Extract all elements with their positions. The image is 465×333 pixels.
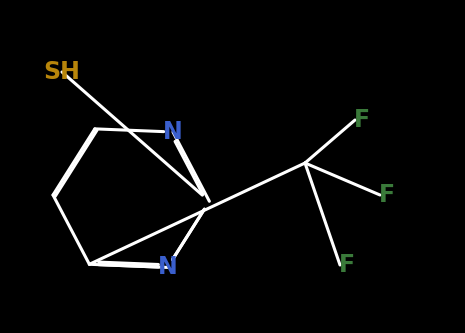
Text: N: N: [163, 120, 183, 144]
Text: F: F: [354, 108, 370, 132]
Text: F: F: [379, 183, 395, 207]
Text: F: F: [339, 253, 355, 277]
Text: SH: SH: [44, 60, 80, 84]
Text: N: N: [158, 255, 178, 279]
